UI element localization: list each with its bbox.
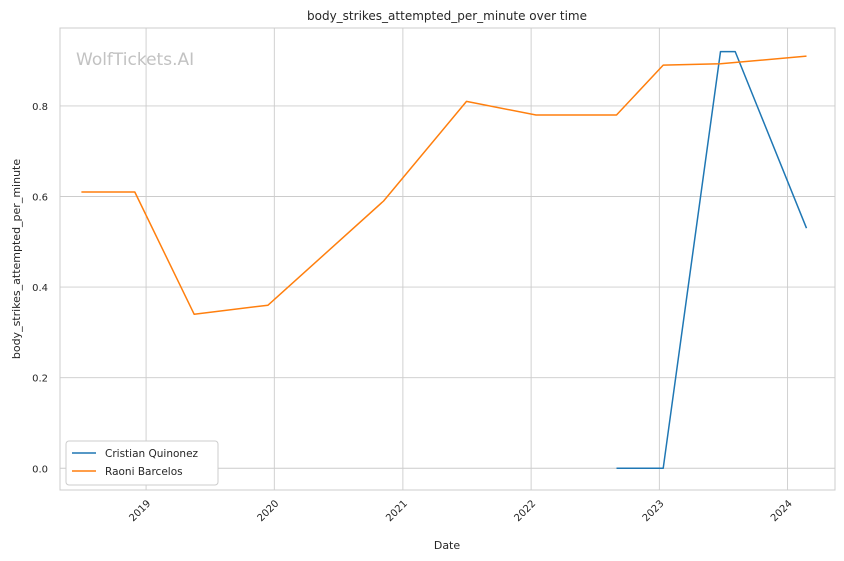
y-tick-label: 0.6: [32, 192, 48, 203]
series-lines: [81, 50, 808, 470]
legend-label-cristian-quinonez: Cristian Quinonez: [105, 448, 199, 460]
legend-label-raoni-barcelos: Raoni Barcelos: [105, 466, 183, 478]
x-axis-ticks: 2019 2020 2021 2022 2023 2024: [127, 498, 794, 524]
x-tick-label: 2020: [256, 498, 282, 524]
watermark-text: WolfTickets.AI: [76, 50, 194, 70]
y-tick-label: 0.8: [32, 102, 48, 113]
y-tick-label: 0.4: [32, 283, 48, 294]
chart-title: body_strikes_attempted_per_minute over t…: [307, 9, 587, 23]
y-axis-label: body_strikes_attempted_per_minute: [10, 159, 23, 359]
x-tick-label: 2019: [127, 498, 153, 524]
y-tick-label: 0.0: [32, 464, 48, 475]
x-axis-label: Date: [434, 539, 461, 552]
grid: [60, 28, 835, 490]
y-tick-label: 0.2: [32, 374, 48, 385]
x-tick-label: 2021: [384, 498, 410, 524]
plot-frame: [59, 27, 836, 491]
x-tick-label: 2022: [512, 498, 538, 524]
series-line-cristian-quinonez: [616, 50, 808, 470]
x-tick-label: 2024: [769, 498, 795, 524]
legend: Cristian Quinonez Raoni Barcelos: [65, 440, 219, 486]
legend-box: [65, 440, 219, 486]
series-line-raoni-barcelos: [81, 55, 807, 316]
x-tick-label: 2023: [641, 498, 667, 524]
y-axis-ticks: 0.0 0.2 0.4 0.6 0.8: [32, 102, 48, 475]
